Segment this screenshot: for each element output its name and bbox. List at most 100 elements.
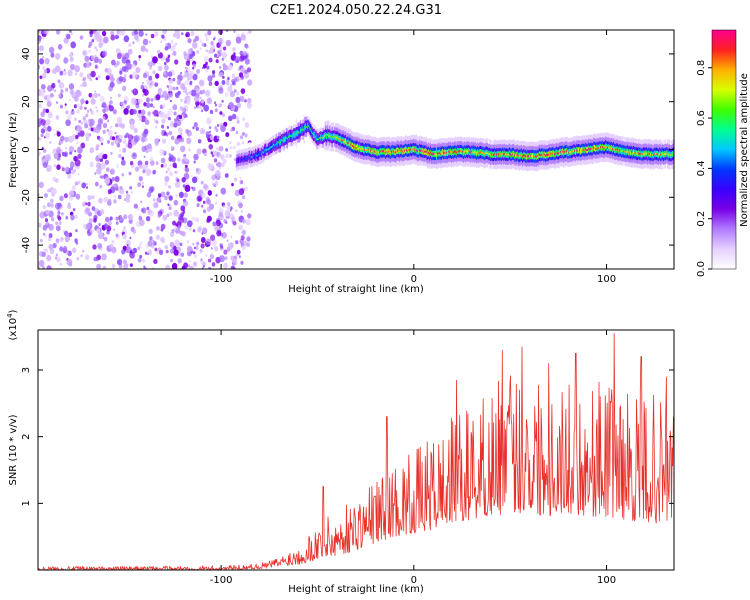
track-cell bbox=[443, 152, 445, 154]
noise-blob bbox=[77, 146, 83, 154]
noise-blob bbox=[101, 253, 107, 261]
track-cell bbox=[386, 150, 389, 152]
noise-blob bbox=[142, 72, 148, 79]
track-cell bbox=[641, 153, 644, 156]
noise-blob bbox=[106, 120, 109, 123]
track-cell bbox=[353, 145, 355, 148]
noise-blob bbox=[184, 184, 191, 192]
noise-blob bbox=[113, 194, 117, 199]
track-cell bbox=[460, 150, 463, 152]
track-cell bbox=[646, 152, 648, 155]
noise-blob bbox=[82, 202, 86, 207]
track-cell bbox=[550, 153, 553, 155]
noise-blob bbox=[164, 113, 169, 120]
noise-blob bbox=[79, 105, 83, 110]
track-cell bbox=[440, 151, 443, 154]
noise-blob bbox=[90, 127, 94, 132]
noise-blob bbox=[175, 194, 178, 198]
noise-blob bbox=[210, 41, 214, 46]
x-tick-label: 0 bbox=[411, 575, 417, 586]
noise-blob bbox=[199, 249, 203, 253]
noise-blob bbox=[48, 233, 53, 239]
noise-blob bbox=[182, 184, 186, 188]
noise-blob bbox=[76, 141, 79, 144]
track-cell bbox=[286, 136, 288, 139]
noise-blob bbox=[180, 98, 183, 102]
noise-blob bbox=[63, 151, 69, 158]
noise-blob bbox=[146, 206, 150, 211]
noise-blob bbox=[95, 65, 98, 69]
noise-blob bbox=[92, 244, 97, 250]
noise-blob bbox=[102, 265, 107, 269]
track-cell bbox=[512, 153, 515, 155]
noise-blob bbox=[193, 254, 198, 259]
noise-blob bbox=[96, 109, 99, 113]
noise-blob bbox=[70, 41, 76, 49]
noise-blob bbox=[246, 31, 249, 35]
noise-blob bbox=[199, 47, 202, 51]
noise-blob bbox=[160, 191, 166, 198]
noise-blob bbox=[145, 170, 151, 177]
noise-blob bbox=[194, 35, 200, 42]
noise-blob bbox=[91, 195, 95, 200]
noise-blob bbox=[46, 254, 52, 262]
noise-blob bbox=[45, 154, 51, 162]
noise-blob bbox=[125, 193, 131, 200]
noise-blob bbox=[108, 105, 114, 112]
track-cell bbox=[586, 149, 588, 151]
track-cell bbox=[667, 154, 670, 156]
noise-blob bbox=[201, 204, 204, 208]
noise-blob bbox=[211, 262, 216, 267]
noise-blob bbox=[84, 55, 90, 62]
noise-blob bbox=[132, 229, 137, 235]
noise-blob bbox=[191, 176, 198, 184]
noise-blob bbox=[145, 244, 149, 249]
track-cell bbox=[519, 154, 522, 157]
noise-blob bbox=[85, 100, 89, 105]
track-cell bbox=[333, 135, 336, 138]
noise-blob bbox=[95, 258, 99, 262]
noise-blob bbox=[149, 115, 151, 119]
track-cell bbox=[416, 149, 418, 152]
track-cell bbox=[670, 154, 672, 156]
noise-blob bbox=[84, 254, 90, 261]
noise-blob bbox=[59, 195, 64, 202]
track-cell bbox=[504, 153, 507, 156]
noise-blob bbox=[40, 84, 46, 90]
noise-blob bbox=[135, 66, 141, 74]
track-cell bbox=[493, 153, 496, 156]
noise-blob bbox=[221, 57, 225, 61]
track-cell bbox=[505, 153, 508, 156]
noise-blob bbox=[228, 115, 233, 121]
noise-blob bbox=[154, 31, 159, 37]
noise-blob bbox=[138, 55, 142, 59]
noise-blob bbox=[95, 144, 100, 149]
track-cell bbox=[621, 150, 624, 152]
track-cell bbox=[434, 152, 437, 155]
noise-blob bbox=[245, 219, 251, 226]
track-cell bbox=[595, 147, 598, 149]
noise-blob bbox=[163, 131, 167, 136]
noise-blob bbox=[58, 94, 62, 98]
noise-blob bbox=[50, 203, 54, 208]
noise-blob bbox=[153, 201, 159, 209]
track-cell bbox=[399, 150, 402, 152]
noise-blob bbox=[123, 74, 127, 78]
noise-blob bbox=[68, 83, 75, 90]
track-cell bbox=[554, 153, 556, 156]
track-cell bbox=[654, 153, 657, 155]
track-cell bbox=[425, 150, 428, 153]
noise-blob bbox=[46, 202, 51, 208]
noise-blob bbox=[200, 258, 203, 261]
noise-blob bbox=[192, 41, 198, 49]
noise-blob bbox=[236, 116, 239, 120]
noise-blob bbox=[86, 110, 90, 113]
noise-blob bbox=[199, 96, 202, 100]
noise-blob bbox=[66, 233, 70, 238]
noise-blob bbox=[95, 162, 102, 169]
track-cell bbox=[238, 159, 241, 161]
noise-blob bbox=[185, 33, 188, 37]
track-cell bbox=[428, 151, 430, 154]
noise-blob bbox=[105, 75, 110, 81]
